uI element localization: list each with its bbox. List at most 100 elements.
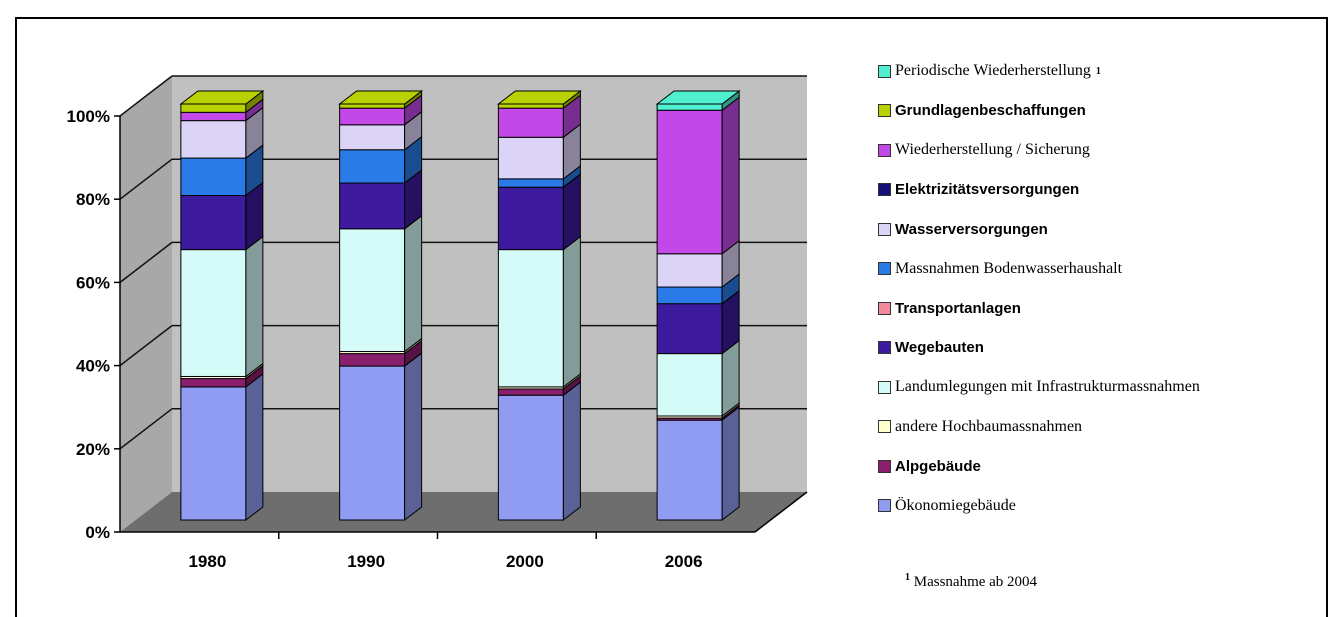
bar-top xyxy=(655,90,741,105)
bar-segment xyxy=(656,103,723,111)
figure-frame xyxy=(15,17,1328,617)
bar-segment xyxy=(180,249,247,377)
bar-segment xyxy=(497,136,564,180)
bar-segment xyxy=(180,195,247,251)
bar-segment-side xyxy=(404,214,423,353)
legend-label: Wegebauten xyxy=(895,339,984,356)
bar-segment xyxy=(656,303,723,355)
y-tick-label: 40% xyxy=(76,357,110,376)
bar-segment xyxy=(497,249,564,388)
bar-segment-side xyxy=(404,352,423,522)
bar-segment xyxy=(339,228,406,353)
x-tick-label: 2006 xyxy=(665,552,703,571)
legend-label: Wiederherstellung / Sicherung xyxy=(895,141,1090,158)
gridline-side xyxy=(119,325,173,367)
bar-stack-2006 xyxy=(655,89,741,522)
legend-item: Landumlegungen mit Infrastrukturmassnahm… xyxy=(878,376,1200,398)
legend-item: Wiederherstellung / Sicherung xyxy=(878,139,1090,161)
chart-floor xyxy=(120,492,807,532)
legend-label: andere Hochbaumassnahmen xyxy=(895,417,1083,435)
legend-item: Wegebauten xyxy=(878,337,984,359)
legend-item: Alpgebäude xyxy=(878,455,981,477)
legend-label: Grundlagenbeschaffungen xyxy=(895,102,1086,119)
y-tick-label: 20% xyxy=(76,440,110,459)
legend-label: Ökonomiegebäude xyxy=(895,496,1016,514)
bar-segment xyxy=(656,353,723,417)
legend-swatch xyxy=(878,64,891,78)
bar-segment xyxy=(180,103,247,113)
legend-item: Grundlagenbeschaffungen xyxy=(878,100,1086,122)
bar-segment-side xyxy=(562,235,581,388)
legend-label: Elektrizitätsversorgungen xyxy=(895,181,1080,198)
side-wall xyxy=(120,76,172,532)
bar-segment xyxy=(656,419,723,521)
bar-segment xyxy=(497,186,564,251)
bar-stack-2000 xyxy=(496,89,582,522)
legend-footnote: 1 Massnahme ab 2004 xyxy=(905,572,1037,591)
gridline-side xyxy=(119,408,173,450)
bar-segment xyxy=(656,286,723,305)
back-wall xyxy=(172,76,807,492)
stacked-bar-chart: 0% 20% 40% 60% 80% 100% 1980 1990 2000 2006 xyxy=(67,75,808,571)
legend-swatch xyxy=(878,341,891,354)
bar-segment xyxy=(497,388,564,396)
legend-label: Massnahmen Bodenwasserhaushalt xyxy=(895,259,1123,277)
bar-segment-side xyxy=(721,406,740,522)
legend-item: Elektrizitätsversorgungen xyxy=(878,179,1079,201)
bar-segment-side xyxy=(721,96,740,255)
legend-swatch xyxy=(878,420,891,433)
footnote-text: Massnahme ab 2004 xyxy=(913,574,1038,590)
legend-item: Ökonomiegebäude xyxy=(878,495,1016,517)
y-tick-label: 0% xyxy=(85,523,110,542)
legend-swatch xyxy=(878,459,891,473)
gridline-side xyxy=(119,158,173,200)
bar-segment xyxy=(339,353,406,367)
bar-segment xyxy=(497,394,564,521)
legend-item: Periodische Wiederherstellung 1 xyxy=(878,60,1101,82)
bar-segment xyxy=(339,107,406,126)
legend-label: Periodische Wiederherstellung xyxy=(895,62,1091,79)
x-tick-label: 1980 xyxy=(188,552,226,571)
bar-segment-side xyxy=(562,381,581,522)
bar-segment xyxy=(339,182,406,230)
y-tick-label: 60% xyxy=(76,273,110,292)
bar-segment-side xyxy=(245,235,264,378)
bar-segment xyxy=(180,386,247,521)
bar-segment xyxy=(339,365,406,521)
bar-stack-1980 xyxy=(179,89,265,522)
legend-label: Transportanlagen xyxy=(895,299,1021,317)
bar-top xyxy=(496,90,582,105)
bar-segment xyxy=(180,120,247,159)
bar-segment xyxy=(180,157,247,197)
bar-stack-1990 xyxy=(338,89,424,522)
legend-swatch xyxy=(878,183,891,196)
legend-swatch xyxy=(878,301,891,315)
legend-label: Landumlegungen mit Infrastrukturmassnahm… xyxy=(895,378,1200,395)
legend-item: Wasserversorgungen xyxy=(878,218,1048,240)
legend-swatch xyxy=(878,499,891,512)
legend-swatch xyxy=(878,380,891,394)
bar-segment xyxy=(180,111,247,122)
legend-swatch xyxy=(878,143,891,157)
bar-top xyxy=(338,90,424,105)
footnote-mark: 1 xyxy=(905,572,910,583)
legend-swatch xyxy=(878,104,891,117)
bar-segment xyxy=(339,149,406,184)
legend-footnote-mark: 1 xyxy=(1095,65,1101,77)
legend-label: Alpgebäude xyxy=(895,457,981,475)
bar-segment xyxy=(497,107,564,138)
bar-segment xyxy=(339,124,406,151)
bar-segment xyxy=(339,103,406,109)
bar-segment xyxy=(656,109,723,255)
bar-segment xyxy=(656,253,723,288)
legend-swatch xyxy=(878,262,891,275)
y-tick-label: 80% xyxy=(76,190,110,209)
legend-item: Massnahmen Bodenwasserhaushalt xyxy=(878,258,1122,280)
gridline-side xyxy=(119,75,173,117)
bar-segment xyxy=(180,378,247,388)
legend-item: Transportanlagen xyxy=(878,297,1021,319)
floor-edge xyxy=(754,491,808,533)
x-tick-label: 2000 xyxy=(506,552,544,571)
bar-segment xyxy=(497,178,564,188)
bar-top xyxy=(179,90,265,105)
